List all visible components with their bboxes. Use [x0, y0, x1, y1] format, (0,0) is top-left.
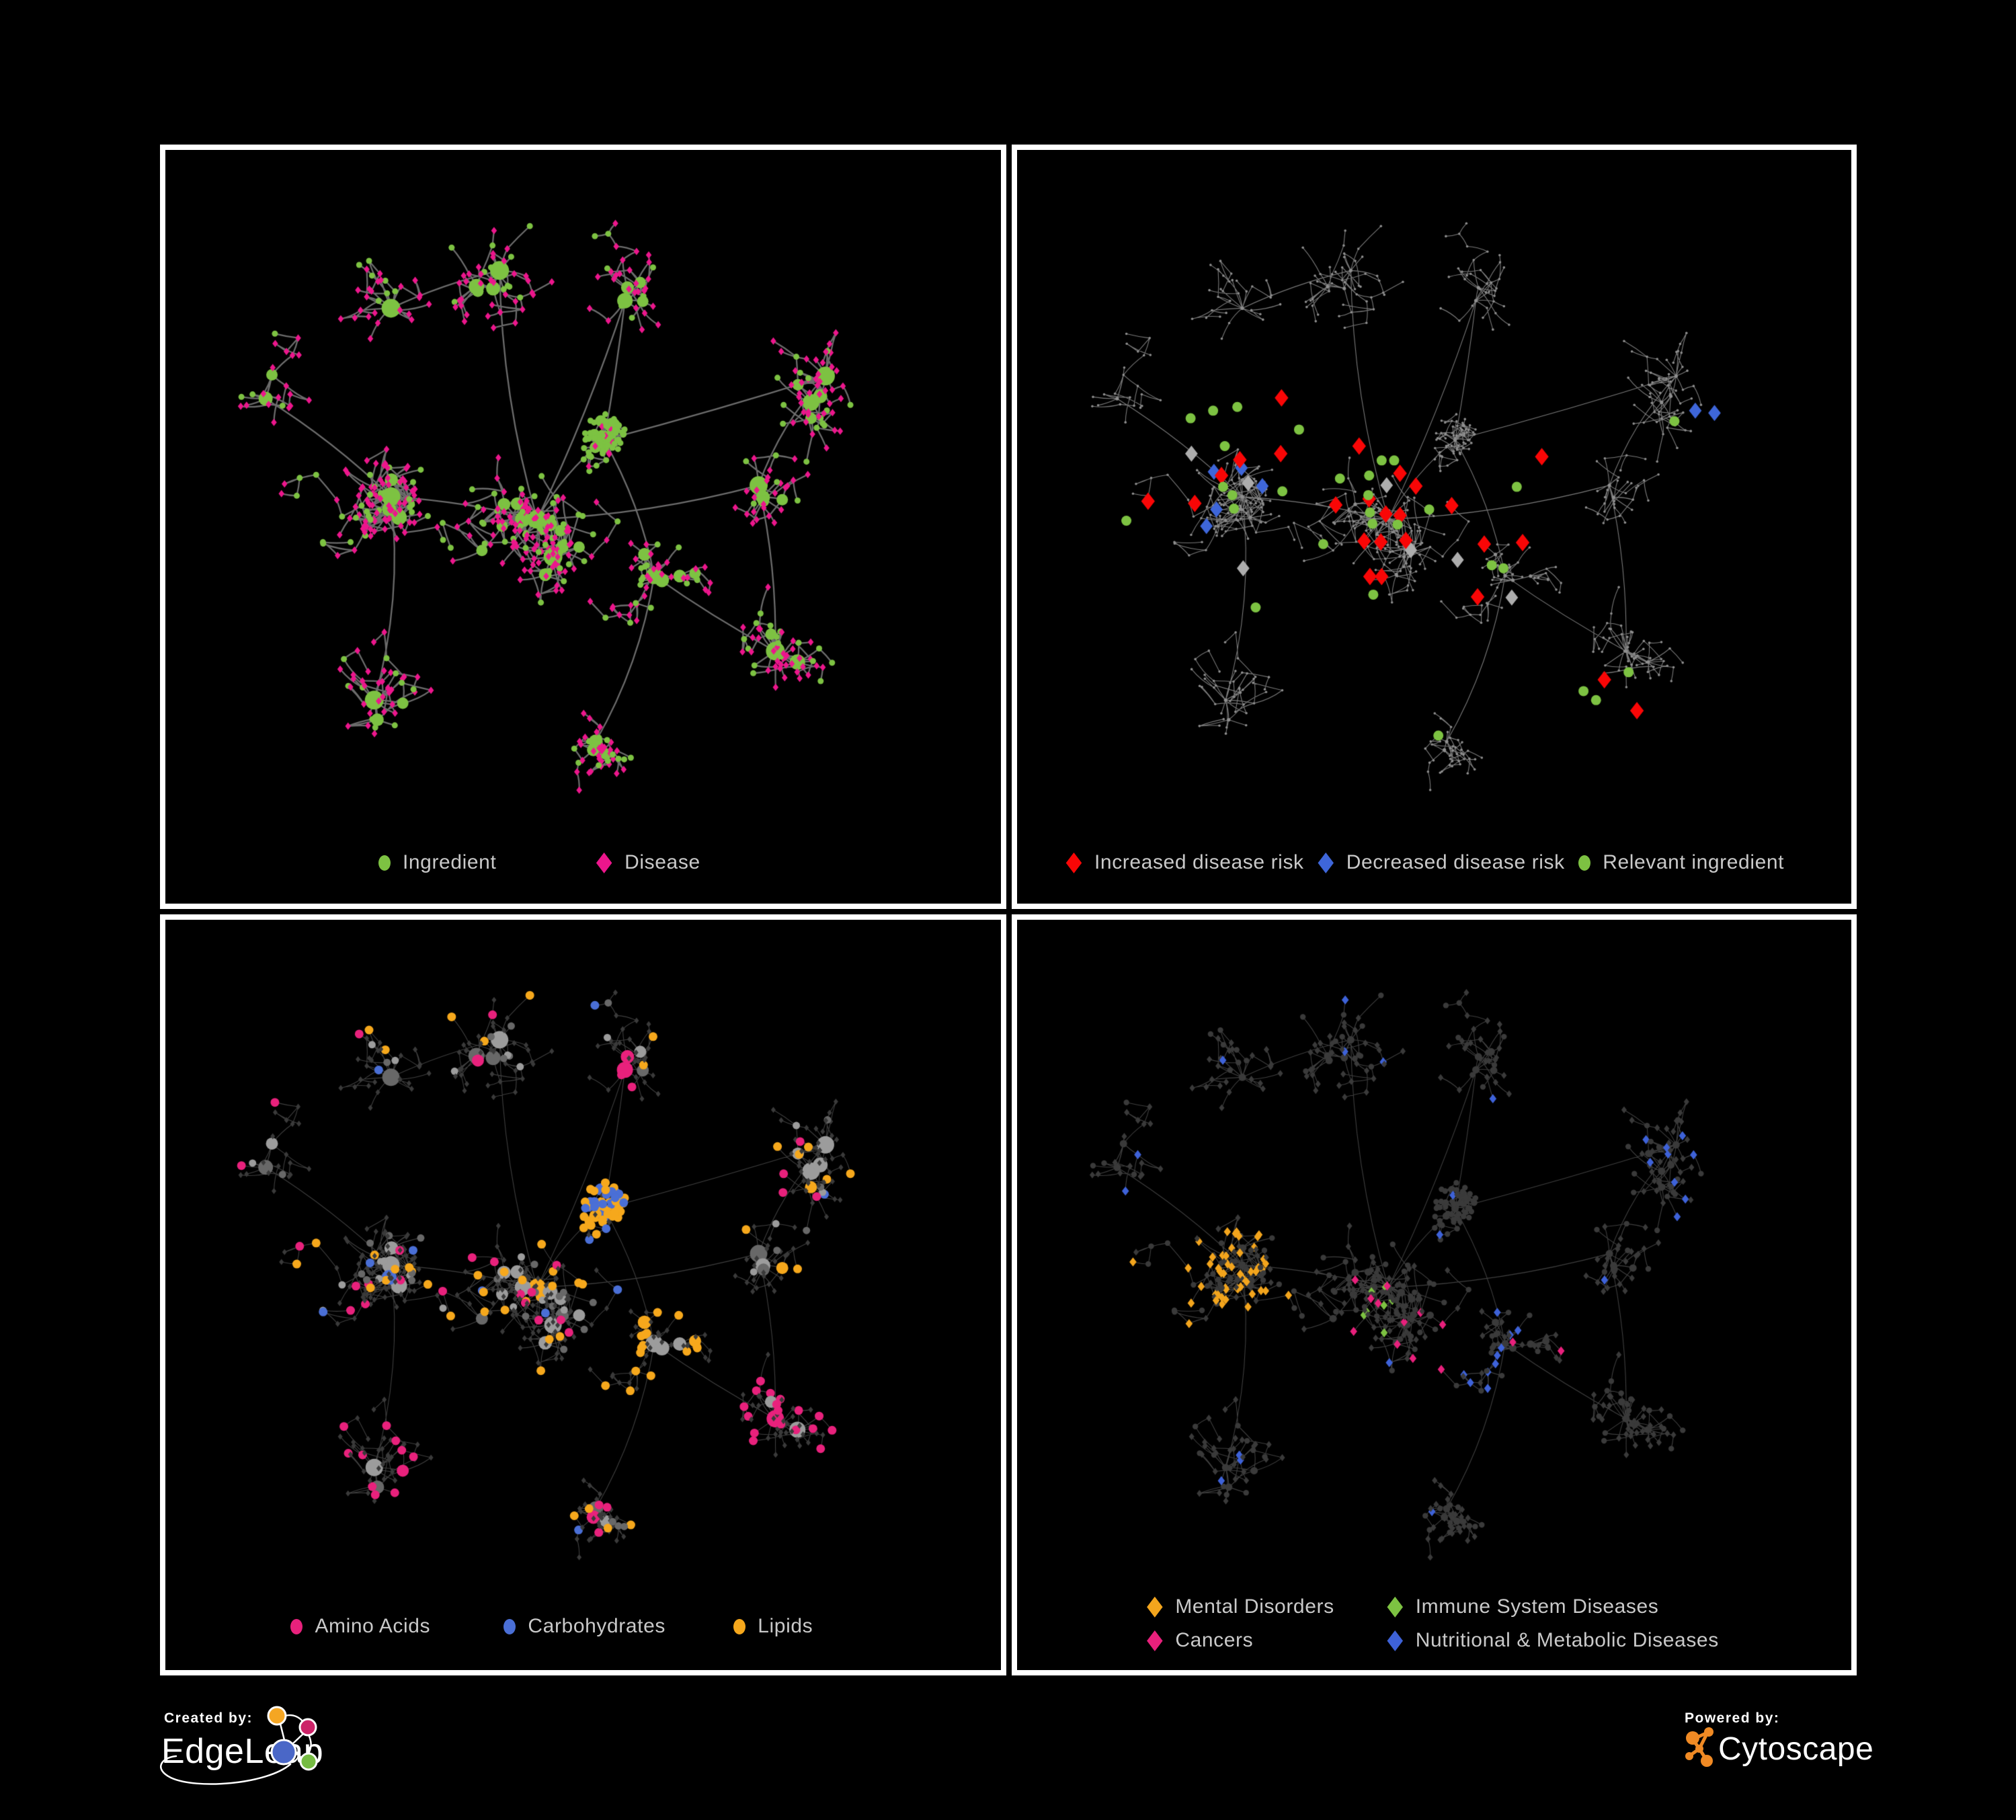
edgeleap-node-orange [267, 1706, 287, 1726]
swatch-carbohydrates [503, 1618, 516, 1634]
legend-item: Amino Acids [290, 1615, 430, 1638]
cytoscape-wordmark: Cytoscape [1718, 1731, 1873, 1767]
swatch-cancers [1147, 1630, 1163, 1651]
legend-label: Mental Disorders [1175, 1595, 1334, 1618]
edgeleap-node-green [299, 1752, 318, 1771]
powered-by-label: Powered by: [1685, 1710, 1779, 1726]
network-canvas-nutrient-classes [165, 920, 1001, 1670]
swatch-mental-disorders [1147, 1596, 1163, 1618]
legend-item: Nutritional & Metabolic Diseases [1387, 1629, 1719, 1652]
edgeleap-branding: Created by: EdgeLeap [156, 1702, 378, 1803]
legend-label: Disease [624, 851, 700, 874]
legend-label: Lipids [758, 1615, 813, 1638]
swatch-immune-system-diseases [1387, 1596, 1403, 1618]
legend-label: Amino Acids [315, 1615, 431, 1638]
legend-item: Carbohydrates [503, 1615, 666, 1638]
legend-item: Increased disease risk [1065, 851, 1304, 874]
legend-label: Decreased disease risk [1346, 851, 1565, 874]
swatch-disease [596, 852, 612, 873]
legend-label: Relevant ingredient [1603, 851, 1785, 874]
legend-item: Disease [596, 851, 700, 874]
panel-disease-categories: Mental Disorders Immune System Diseases … [1012, 914, 1857, 1675]
swatch-relevant-ingredient [1578, 855, 1591, 871]
swatch-increased-risk [1065, 852, 1082, 873]
swatch-decreased-risk [1318, 852, 1334, 873]
swatch-nutritional-metabolic-diseases [1387, 1630, 1403, 1651]
legend-label: Carbohydrates [528, 1615, 666, 1638]
legend-item: Lipids [733, 1615, 813, 1638]
edgeleap-node-blue [270, 1739, 297, 1766]
swatch-amino-acids [290, 1618, 303, 1634]
legend-label: Cancers [1175, 1629, 1254, 1652]
panel-nutrient-classes: Amino Acids Carbohydrates Lipids [160, 914, 1006, 1675]
created-by-label: Created by: [164, 1710, 253, 1726]
cytoscape-branding: Powered by: Cytoscape [1679, 1708, 1881, 1775]
swatch-lipids [733, 1618, 746, 1634]
legend-label: Nutritional & Metabolic Diseases [1415, 1629, 1719, 1652]
swatch-ingredient [378, 855, 391, 871]
panel-ingredient-disease: Ingredient Disease [160, 145, 1006, 909]
legend-label: Immune System Diseases [1415, 1595, 1659, 1618]
network-canvas-ingredient-disease [165, 150, 1001, 904]
legend-item: Mental Disorders [1146, 1595, 1334, 1618]
legend-item: Immune System Diseases [1387, 1595, 1659, 1618]
legend-item: Decreased disease risk [1318, 851, 1565, 874]
edgeleap-node-pink [298, 1718, 317, 1737]
edgeleap-swoosh [160, 1755, 292, 1785]
edgeleap-logo: Created by: EdgeLeap [160, 1706, 323, 1785]
cytoscape-logo: Powered by: Cytoscape [1685, 1710, 1873, 1767]
cytoscape-icon [1685, 1727, 1713, 1767]
network-canvas-disease-categories [1017, 920, 1851, 1670]
legend-label: Ingredient [402, 851, 497, 874]
legend-item: Ingredient [378, 851, 496, 874]
panel-disease-risk: Increased disease risk Decreased disease… [1012, 145, 1857, 909]
legend-item: Cancers [1146, 1629, 1253, 1652]
legend-label: Increased disease risk [1094, 851, 1304, 874]
network-canvas-disease-risk [1017, 150, 1851, 904]
legend-item: Relevant ingredient [1578, 851, 1784, 874]
